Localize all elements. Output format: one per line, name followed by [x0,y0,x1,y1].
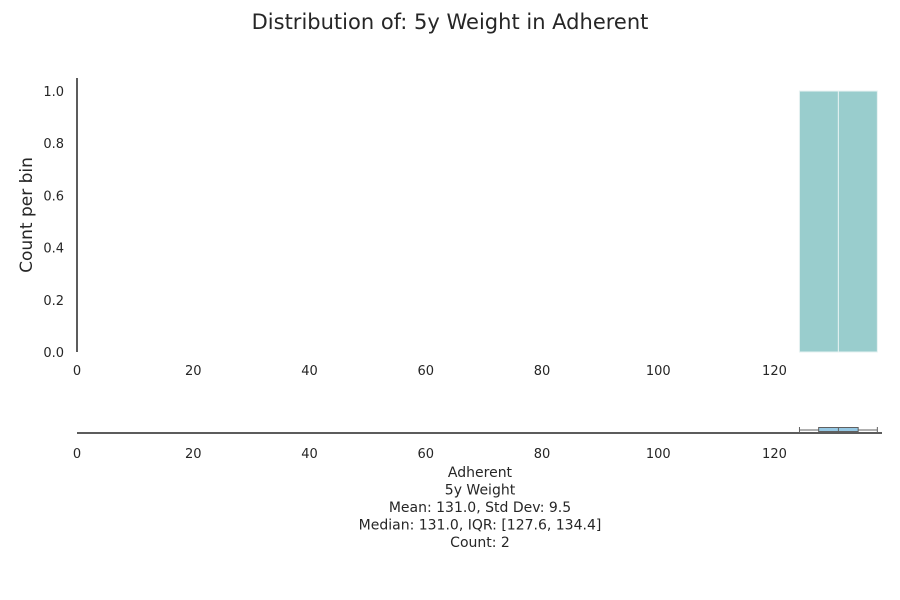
histogram-plot-area: 0.0 0.2 0.4 0.6 0.8 1.0 0 20 40 60 80 100 120 [43,78,878,379]
y-tick-label: 0.4 [43,242,64,257]
summary-stat-line: Mean: 131.0, Std Dev: 9.5 [389,500,571,516]
x-tick-label: 120 [762,364,787,379]
summary-stat-line: Count: 2 [450,535,510,551]
x-tick-label: 80 [534,364,551,379]
boxplot-x-tick-label: 0 [73,447,81,462]
boxplot-x-tick-label: 20 [185,447,202,462]
histogram-bar [837,90,878,353]
y-axis-title: Count per bin [17,157,37,273]
summary-stat-line: Adherent [448,465,513,481]
x-tick-label: 100 [646,364,671,379]
boxplot-x-tick-label: 60 [417,447,434,462]
x-tick-label: 0 [73,364,81,379]
x-tick-label: 60 [417,364,434,379]
summary-stat-line: Median: 131.0, IQR: [127.6, 134.4] [359,518,602,534]
x-tick-label: 20 [185,364,202,379]
boxplot-x-tick-label: 80 [534,447,551,462]
x-tick-label: 40 [301,364,318,379]
y-tick-label: 0.0 [43,346,64,361]
boxplot-x-tick-label: 100 [646,447,671,462]
y-tick-label: 0.2 [43,294,64,309]
y-tick-label: 0.6 [43,189,64,204]
summary-stat-line: 5y Weight [445,483,516,499]
y-tick-label: 1.0 [43,85,64,100]
histogram-bar [798,90,839,353]
chart-title: Distribution of: 5y Weight in Adherent [252,10,649,34]
y-tick-label: 0.8 [43,137,64,152]
boxplot-x-tick-label: 120 [762,447,787,462]
boxplot-x-tick-label: 40 [301,447,318,462]
boxplot-strip: 0 20 40 60 80 100 120 [73,427,882,462]
